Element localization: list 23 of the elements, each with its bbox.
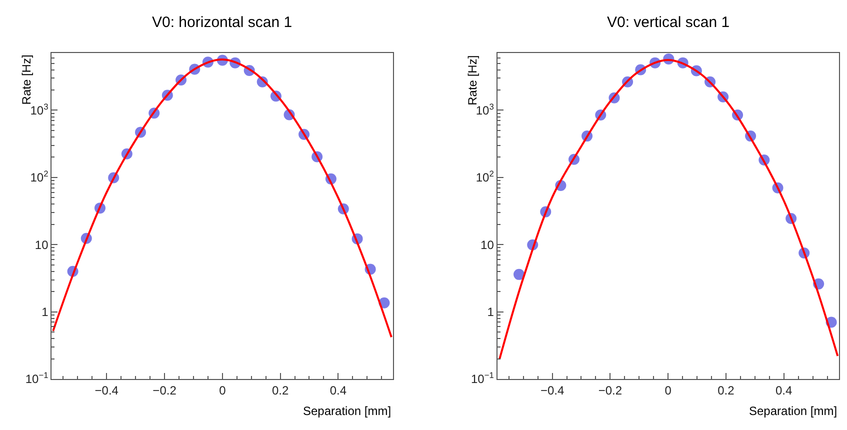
- x-tick-label: 0: [664, 383, 672, 398]
- x-tick-label: −0.2: [598, 383, 622, 398]
- x-tick-label: 0: [219, 383, 226, 398]
- y-tick-label: 1: [487, 305, 494, 320]
- y-tick-label: 10$^{−1}$: [25, 370, 49, 386]
- x-tick-label: −0.4: [540, 383, 564, 398]
- y-tick-label: 1: [42, 305, 49, 320]
- y-tick-label: 10$^{2}$: [30, 168, 49, 185]
- x-tick-label: 0.4: [776, 383, 793, 398]
- chart-title: V0: horizontal scan 1: [152, 14, 292, 31]
- y-tick-label: 10$^{−1}$: [470, 370, 494, 386]
- x-tick-label: −0.2: [152, 383, 177, 398]
- x-tick-label: 0.4: [330, 383, 347, 398]
- x-tick-label: 0.2: [272, 383, 289, 398]
- y-tick-label: 10$^{2}$: [476, 168, 494, 185]
- y-tick-label: 10: [480, 238, 494, 252]
- x-axis-title: Separation [mm]: [303, 404, 392, 418]
- x-axis-title: Separation [mm]: [749, 404, 838, 418]
- x-tick-label: 0.2: [718, 383, 735, 398]
- x-tick-label: −0.4: [94, 383, 119, 398]
- y-tick-label: 10: [34, 238, 49, 252]
- chart-title: V0: vertical scan 1: [607, 14, 730, 31]
- point: [514, 268, 525, 280]
